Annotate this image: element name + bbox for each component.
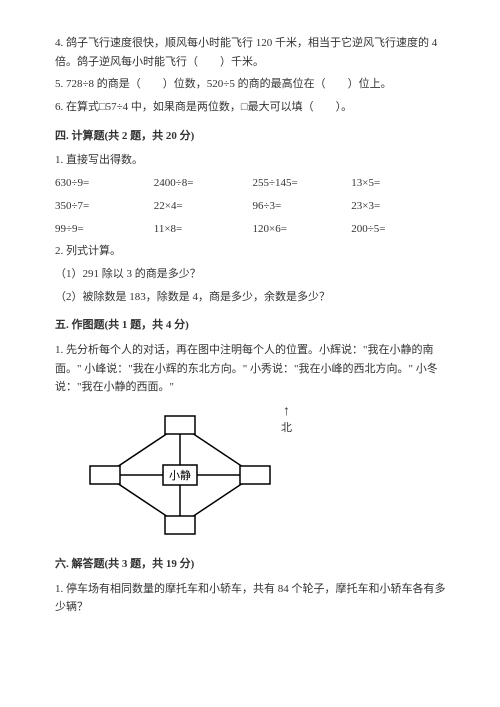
sec5-q1: 1. 先分析每个人的对话，再在图中注明每个人的位置。小辉说："我在小静的南面。"… <box>55 341 450 397</box>
calc-cell: 23×3= <box>351 197 450 216</box>
calc-row-1: 630÷9= 2400÷8= 255÷145= 13×5= <box>55 174 450 193</box>
calc-cell: 255÷145= <box>253 174 352 193</box>
calc-cell: 120×6= <box>253 220 352 239</box>
calc-cell: 22×4= <box>154 197 253 216</box>
sec4-q2-2: （2）被除数是 183，除数是 4，商是多少，余数是多少？ <box>55 288 450 307</box>
north-indicator: ↑ 北 <box>281 405 292 438</box>
sec4-q2: 2. 列式计算。 <box>55 242 450 261</box>
calc-row-2: 350÷7= 22×4= 96÷3= 23×3= <box>55 197 450 216</box>
north-label: 北 <box>281 419 292 438</box>
section-5-title: 五. 作图题(共 1 题，共 4 分) <box>55 316 450 335</box>
question-6: 6. 在算式□57÷4 中，如果商是两位数，□最大可以填（ ）。 <box>55 98 450 117</box>
calc-cell: 96÷3= <box>253 197 352 216</box>
position-diagram: 小静 <box>85 405 275 545</box>
calc-cell: 99÷9= <box>55 220 154 239</box>
calc-cell: 630÷9= <box>55 174 154 193</box>
calc-cell: 200÷5= <box>351 220 450 239</box>
sec4-q1: 1. 直接写出得数。 <box>55 151 450 170</box>
question-4: 4. 鸽子飞行速度很快，顺风每小时能飞行 120 千米，相当于它逆风飞行速度的 … <box>55 34 450 71</box>
calc-cell: 11×8= <box>154 220 253 239</box>
svg-text:小静: 小静 <box>169 468 191 482</box>
calc-cell: 350÷7= <box>55 197 154 216</box>
calc-cell: 2400÷8= <box>154 174 253 193</box>
question-5: 5. 728÷8 的商是（ ）位数，520÷5 的商的最高位在（ ）位上。 <box>55 75 450 94</box>
calc-row-3: 99÷9= 11×8= 120×6= 200÷5= <box>55 220 450 239</box>
sec4-q2-1: （1）291 除以 3 的商是多少？ <box>55 265 450 284</box>
section-4-title: 四. 计算题(共 2 题，共 20 分) <box>55 127 450 146</box>
section-6-title: 六. 解答题(共 3 题，共 19 分) <box>55 555 450 574</box>
calc-cell: 13×5= <box>351 174 450 193</box>
diagram-wrap: 小静 ↑ 北 <box>85 405 450 545</box>
sec6-q1: 1. 停车场有相同数量的摩托车和小轿车，共有 84 个轮子，摩托车和小轿车各有多… <box>55 580 450 617</box>
north-arrow-icon: ↑ <box>281 405 292 419</box>
